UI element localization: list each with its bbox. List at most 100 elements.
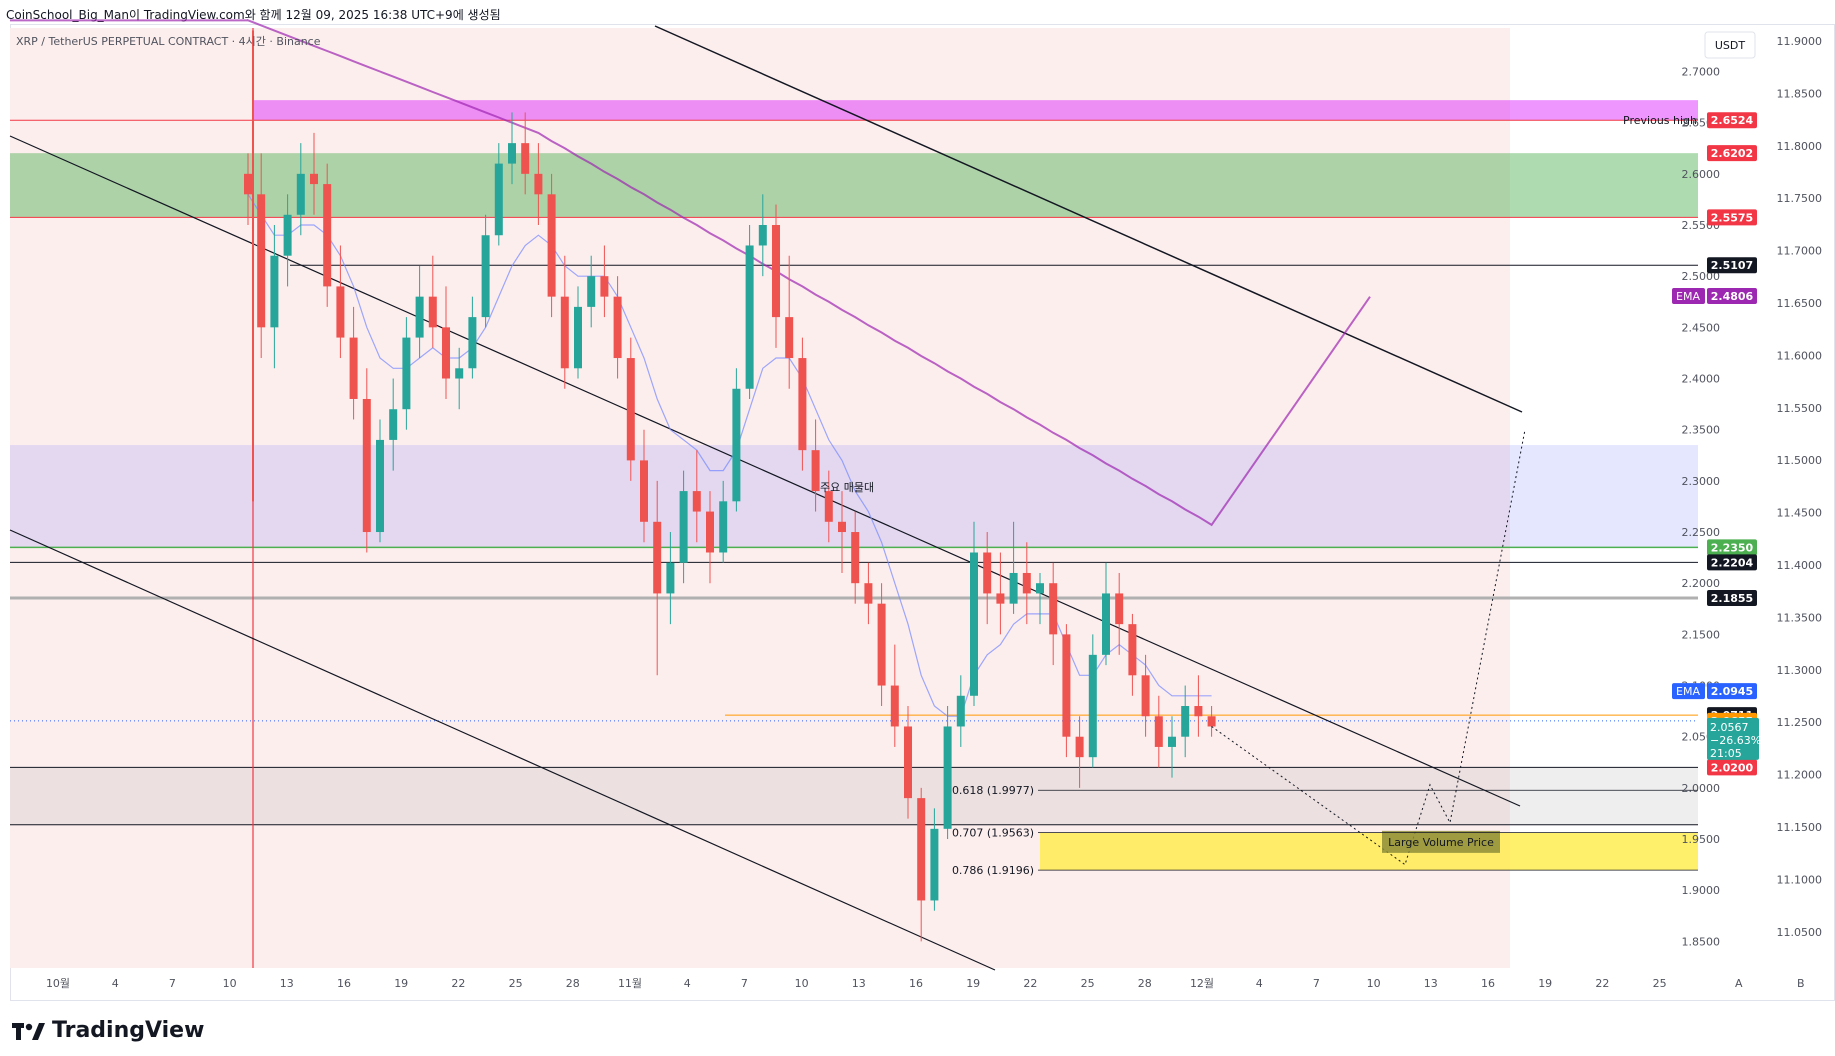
candle [560, 255, 569, 389]
y-tick-right: 11.7000 [1777, 245, 1823, 258]
candle-body [838, 521, 846, 533]
current-price-value: 2.0567 [1710, 721, 1749, 734]
log-scale-button[interactable]: B [1797, 977, 1805, 990]
price-label-value: 2.5107 [1711, 259, 1753, 272]
candle [1088, 634, 1097, 768]
candle [983, 532, 992, 625]
candle [956, 675, 965, 747]
candle-body [890, 685, 899, 727]
candle-body [270, 255, 279, 328]
candle-body [521, 143, 530, 174]
candle-body [904, 726, 912, 799]
candle-body [851, 532, 860, 584]
x-tick: 4 [684, 977, 691, 990]
price-label-box [1707, 112, 1757, 129]
y-tick-left: 2.4000 [1682, 373, 1721, 386]
y-tick-left: 1.9500 [1682, 833, 1721, 846]
candle-body [785, 317, 794, 359]
y-tick-left: 2.3000 [1682, 475, 1721, 488]
y-tick-right: 11.8000 [1777, 140, 1823, 153]
projection-path [1211, 429, 1526, 866]
candle-body [1075, 736, 1084, 758]
x-tick: 7 [741, 977, 748, 990]
fib-level-label: 0.786 (1.9196) [952, 864, 1034, 877]
y-tick-right: 11.2500 [1777, 716, 1823, 729]
price-label: 2.0945 EMA [1672, 683, 1757, 700]
candle-body [864, 583, 873, 604]
candle-body [1049, 583, 1058, 635]
y-tick-right: 11.4000 [1777, 559, 1823, 572]
chart-header-caption: CoinSchool_Big_Man이 TradingView.com와 함께 … [6, 8, 501, 22]
candle-body [1062, 634, 1071, 737]
candle-body [626, 358, 635, 461]
x-tick: 13 [1424, 977, 1438, 990]
candle [930, 808, 939, 911]
fib-level-label: 0.707 (1.9563) [952, 827, 1034, 840]
fib-level-label: 0.618 (1.9977) [952, 784, 1034, 797]
candle-body [481, 235, 490, 318]
candle-body [600, 276, 609, 297]
footer-brand-text: TradingView [52, 1018, 205, 1043]
candle-body [640, 460, 648, 522]
candle [1168, 716, 1176, 778]
labels-layer: 2.6524 2.6202 2.5575 2.5107 2.4806 EMA 2.2350 2… [1672, 112, 1761, 776]
candle-body [1181, 706, 1190, 737]
candle-body [824, 491, 833, 522]
candle-body [428, 296, 437, 328]
currency-selector[interactable]: USDT [1704, 31, 1756, 59]
zone-support-yellow [1040, 832, 1698, 871]
price-label-box [1707, 257, 1757, 274]
candle [1128, 613, 1137, 696]
candle [428, 255, 437, 348]
candle-body [376, 439, 384, 533]
candle [1075, 716, 1084, 788]
candle [336, 245, 345, 359]
candle [877, 583, 886, 707]
tradingview-logo-icon [12, 1022, 45, 1040]
price-label-box [1707, 288, 1757, 305]
candle-body [574, 306, 582, 369]
volume-label-text: Large Volume Price [1388, 836, 1494, 849]
x-tick: 4 [1256, 977, 1263, 990]
current-price-countdown: 21:05 [1710, 747, 1742, 760]
candle-body [1009, 572, 1018, 604]
candle-body [679, 491, 688, 563]
candle [587, 255, 596, 328]
candle [1049, 562, 1058, 666]
candle-body [653, 521, 662, 594]
current-price-label[interactable]: 2.0567−26.63%21:05 [1707, 717, 1761, 760]
y-tick-right: 11.5000 [1777, 454, 1823, 467]
candle-body [706, 511, 714, 553]
candle [468, 296, 477, 379]
price-label-box [1707, 539, 1757, 556]
price-label-tag [1672, 288, 1705, 305]
candle-body [362, 398, 371, 533]
price-label: 2.0200 [1707, 759, 1757, 776]
candle [1207, 706, 1216, 737]
candle [1181, 685, 1190, 758]
candle [732, 368, 741, 512]
symbol-line: XRP / TetherUS PERPETUAL CONTRACT · 4시간 … [16, 35, 321, 48]
price-label-tag [1672, 683, 1705, 700]
price-label-box [1707, 209, 1757, 226]
auto-scale-button[interactable]: A [1735, 977, 1743, 990]
candle-body [534, 173, 543, 195]
x-tick: 11월 [618, 977, 642, 990]
candle [798, 337, 807, 471]
candle [415, 265, 424, 359]
candle [772, 204, 780, 348]
candle [349, 306, 358, 420]
candle-body [389, 409, 398, 440]
candle-body [983, 552, 992, 594]
y-tick-right: 11.5500 [1777, 402, 1823, 415]
candle-body [996, 593, 1005, 604]
candle-body [1128, 624, 1137, 676]
y-tick-left: 2.5000 [1682, 270, 1721, 283]
y-tick-left: 2.1500 [1682, 628, 1721, 641]
x-tick: 22 [1595, 977, 1609, 990]
candle [362, 368, 371, 553]
axis-scale-buttons[interactable]: A B [1735, 977, 1805, 990]
price-label: 2.4806 EMA [1672, 288, 1757, 305]
x-tick: 19 [1538, 977, 1552, 990]
